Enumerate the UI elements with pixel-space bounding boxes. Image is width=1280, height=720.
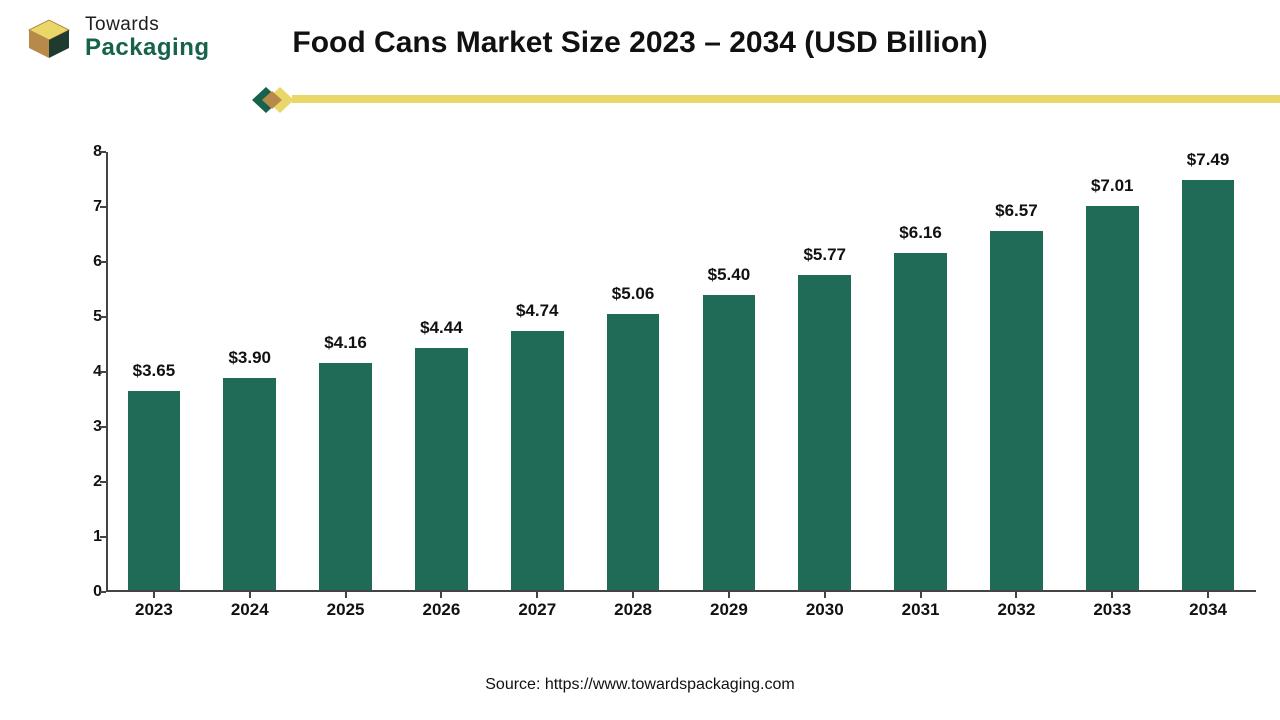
bar-value-label: $7.01 [1091,176,1134,196]
bar-rect [703,295,756,590]
x-tick-mark [1111,592,1113,598]
x-category-label: 2032 [997,600,1035,620]
bar-chart: 012345678 $3.65$3.90$4.16$4.44$4.74$5.06… [74,152,1256,632]
x-category-label: 2025 [327,600,365,620]
y-tick-label: 8 [74,143,102,161]
bar-value-label: $6.16 [899,223,942,243]
divider-line [292,95,1280,103]
x-tick-mark [440,592,442,598]
bar: $4.44 [415,348,468,590]
x-category-label: 2034 [1189,600,1227,620]
y-tick-mark [100,316,106,318]
bar-rect [128,391,181,590]
bar: $5.40 [703,295,756,590]
x-category-label: 2023 [135,600,173,620]
bar-rect [1182,180,1235,590]
x-tick-mark [345,592,347,598]
y-tick-mark [100,591,106,593]
x-tick-mark [536,592,538,598]
bar: $6.57 [990,231,1043,590]
bar-rect [990,231,1043,590]
y-tick-label: 7 [74,198,102,216]
x-category-label: 2024 [231,600,269,620]
y-tick-mark [100,426,106,428]
bar-value-label: $4.44 [420,318,463,338]
bar: $3.90 [223,378,276,591]
y-tick-label: 0 [74,583,102,601]
bar: $3.65 [128,391,181,590]
bar: $7.01 [1086,206,1139,590]
x-tick-mark [153,592,155,598]
bar-value-label: $3.65 [133,361,176,381]
y-tick-mark [100,151,106,153]
y-tick-label: 6 [74,253,102,271]
y-tick-mark [100,481,106,483]
y-tick-label: 3 [74,418,102,436]
bar: $5.06 [607,314,660,590]
x-category-label: 2028 [614,600,652,620]
x-category-label: 2029 [710,600,748,620]
bar-value-label: $7.49 [1187,150,1230,170]
x-tick-mark [1207,592,1209,598]
x-tick-mark [920,592,922,598]
bar-rect [319,363,372,590]
x-category-label: 2033 [1093,600,1131,620]
bar-rect [607,314,660,590]
divider-glyph-icon [252,83,296,117]
y-tick-label: 5 [74,308,102,326]
bar: $4.16 [319,363,372,590]
title-divider [252,90,1280,108]
chart-title: Food Cans Market Size 2023 – 2034 (USD B… [0,26,1280,60]
x-category-label: 2026 [422,600,460,620]
bar-value-label: $5.06 [612,284,655,304]
bar-rect [894,253,947,590]
bar-rect [223,378,276,591]
y-tick-label: 2 [74,473,102,491]
bar-value-label: $5.77 [803,245,846,265]
y-tick-mark [100,536,106,538]
x-tick-mark [249,592,251,598]
x-tick-mark [1015,592,1017,598]
bar: $6.16 [894,253,947,590]
bar: $4.74 [511,331,564,590]
bar-rect [511,331,564,590]
x-tick-mark [728,592,730,598]
y-tick-label: 1 [74,528,102,546]
y-tick-mark [100,261,106,263]
bar-value-label: $3.90 [228,348,271,368]
bar-value-label: $4.16 [324,333,367,353]
source-text: Source: https://www.towardspackaging.com [0,676,1280,694]
x-tick-mark [824,592,826,598]
y-tick-label: 4 [74,363,102,381]
bars-group: $3.65 $3.90 $4.16 $4.44 $4.74 $5.06 $5.40 $5.77… [106,152,1256,592]
y-axis: 012345678 [74,152,102,592]
x-tick-mark [632,592,634,598]
bar-rect [798,275,851,590]
x-category-label: 2030 [806,600,844,620]
bar-value-label: $5.40 [708,265,751,285]
bar-value-label: $6.57 [995,201,1038,221]
x-category-label: 2031 [902,600,940,620]
bar-rect [1086,206,1139,590]
bar: $7.49 [1182,180,1235,590]
y-tick-mark [100,206,106,208]
bar-rect [415,348,468,590]
x-category-label: 2027 [518,600,556,620]
y-tick-mark [100,371,106,373]
bar-value-label: $4.74 [516,301,559,321]
bar: $5.77 [798,275,851,590]
